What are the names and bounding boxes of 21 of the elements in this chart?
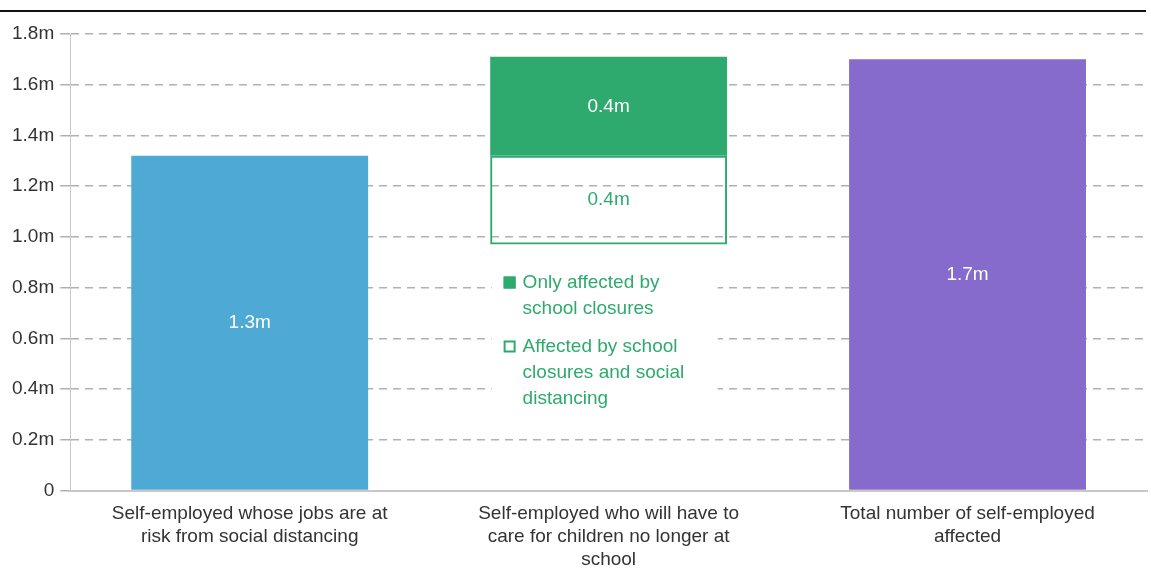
data-label: 0.4m <box>587 188 630 210</box>
x-tick-label: Self-employed who will have to care for children no longer at school <box>478 502 740 569</box>
y-tick-label: 1.2m <box>11 174 55 196</box>
y-tick-label: 1.8m <box>11 22 55 44</box>
bar <box>849 59 1086 490</box>
y-tick-label: 1.6m <box>11 72 55 94</box>
legend-label: Only affected by school closures <box>522 270 661 318</box>
y-tick-label: 1.0m <box>11 225 55 247</box>
y-tick-label: 0.4m <box>11 377 55 399</box>
bar <box>131 155 369 490</box>
data-label: 1.3m <box>228 311 271 333</box>
y-tick-label: 0.8m <box>11 275 55 297</box>
y-tick-label: 0.6m <box>11 326 55 348</box>
data-label: 0.4m <box>587 94 630 116</box>
legend-label: Affected by school closures and social distancing <box>522 334 685 408</box>
y-tick-label: 0 <box>43 478 55 500</box>
x-tick-label: Total number of self-employed affected <box>840 502 1095 547</box>
x-tick-label: Self-employed whose jobs are at risk from social distancing <box>111 502 389 547</box>
y-tick-label: 0.2m <box>11 428 55 450</box>
data-label: 1.7m <box>946 262 989 284</box>
y-tick-label: 1.4m <box>11 123 55 145</box>
